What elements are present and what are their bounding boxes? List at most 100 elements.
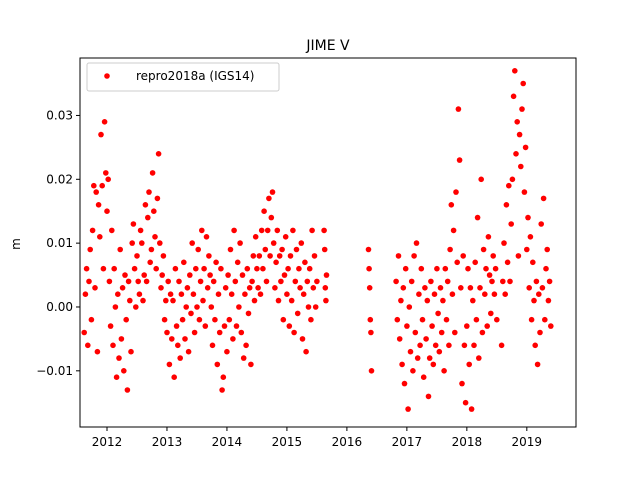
data-point xyxy=(513,151,519,157)
data-point xyxy=(250,253,257,259)
data-point xyxy=(276,253,283,259)
data-point xyxy=(240,355,247,361)
data-point xyxy=(111,265,117,272)
data-point xyxy=(430,361,437,368)
x-tick-label: 2013 xyxy=(152,435,183,449)
data-point xyxy=(91,182,97,189)
data-point xyxy=(163,297,169,304)
data-point xyxy=(461,342,468,349)
data-point xyxy=(206,253,212,259)
y-tick-label: 0.01 xyxy=(46,236,73,250)
data-point xyxy=(441,368,447,374)
data-point xyxy=(480,246,487,253)
data-point xyxy=(292,278,299,285)
data-point xyxy=(465,265,471,272)
data-point xyxy=(503,202,510,208)
data-point xyxy=(134,253,140,259)
data-point xyxy=(135,278,141,285)
data-point xyxy=(402,265,409,272)
data-point xyxy=(423,336,429,342)
data-point xyxy=(101,119,108,125)
data-point xyxy=(207,272,213,278)
data-point xyxy=(279,246,285,253)
data-point xyxy=(291,329,297,336)
data-point xyxy=(197,278,204,285)
data-point xyxy=(88,316,95,323)
legend: repro2018a (IGS14) xyxy=(86,62,280,92)
data-point xyxy=(195,246,201,253)
data-point xyxy=(485,234,492,240)
data-point xyxy=(236,304,242,310)
data-point xyxy=(267,253,273,259)
data-point xyxy=(367,316,374,323)
data-point xyxy=(448,202,455,208)
data-point xyxy=(224,348,230,355)
data-point xyxy=(365,246,372,253)
data-point xyxy=(155,151,162,157)
y-tick-label: 0.02 xyxy=(46,172,73,186)
data-point xyxy=(177,355,183,361)
data-point xyxy=(86,278,92,285)
data-point xyxy=(539,285,546,291)
data-point xyxy=(531,297,537,304)
data-point xyxy=(525,214,531,221)
data-point xyxy=(288,297,295,304)
data-point xyxy=(275,297,282,304)
data-point xyxy=(413,240,420,246)
data-point xyxy=(455,106,462,112)
data-point xyxy=(521,189,528,195)
data-point xyxy=(269,189,276,195)
data-point xyxy=(208,304,215,310)
data-point xyxy=(97,234,103,240)
data-point xyxy=(230,336,236,342)
data-point xyxy=(83,265,90,272)
data-point xyxy=(476,355,482,361)
data-point xyxy=(502,291,509,298)
data-point xyxy=(148,246,155,253)
data-point xyxy=(477,285,483,291)
data-point xyxy=(233,323,240,329)
data-point xyxy=(527,234,534,240)
data-point xyxy=(151,208,157,214)
data-point xyxy=(87,246,93,253)
data-point xyxy=(498,342,505,349)
data-point xyxy=(408,278,415,285)
data-point xyxy=(129,240,135,246)
data-point xyxy=(478,176,485,183)
data-point xyxy=(490,253,497,259)
data-point xyxy=(115,291,121,298)
data-point xyxy=(104,208,110,214)
data-point xyxy=(280,316,287,323)
data-points xyxy=(81,68,554,412)
data-point xyxy=(131,265,138,272)
data-point xyxy=(188,310,194,317)
data-point xyxy=(227,246,234,253)
data-point xyxy=(203,234,210,240)
data-point xyxy=(117,246,123,253)
data-point xyxy=(424,297,431,304)
data-point xyxy=(216,329,223,336)
data-point xyxy=(458,285,464,291)
data-point xyxy=(399,361,405,368)
data-point xyxy=(515,253,522,259)
data-point xyxy=(436,348,443,355)
data-point xyxy=(242,291,248,298)
data-point xyxy=(533,278,540,285)
data-point xyxy=(398,297,404,304)
data-point xyxy=(293,246,300,253)
data-point xyxy=(81,329,87,336)
data-point xyxy=(258,227,265,234)
data-point xyxy=(428,278,434,285)
data-point xyxy=(400,285,407,291)
data-point xyxy=(309,227,315,234)
data-point xyxy=(516,131,523,138)
data-point xyxy=(212,316,218,323)
data-point xyxy=(366,285,373,291)
data-point xyxy=(98,131,104,138)
data-point xyxy=(274,227,281,234)
data-point xyxy=(522,144,529,151)
data-point xyxy=(512,68,518,74)
data-point xyxy=(482,291,488,298)
data-point xyxy=(452,329,458,336)
data-point xyxy=(116,355,122,361)
